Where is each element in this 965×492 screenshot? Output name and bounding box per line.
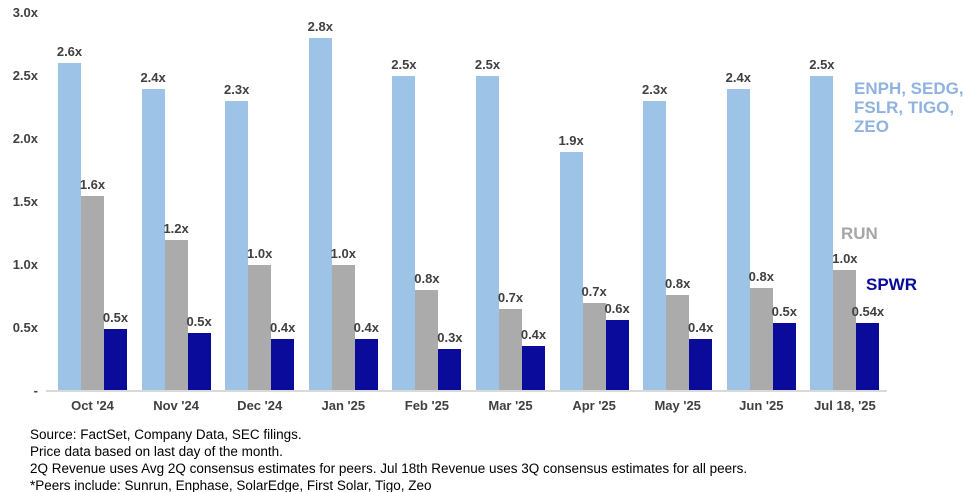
bar — [689, 339, 713, 391]
x-axis-label: Apr '25 — [572, 398, 616, 413]
bar-value-label: 2.6x — [56, 44, 83, 59]
y-axis-tick: 1.5x — [12, 194, 38, 209]
bar-value-label: 1.9x — [558, 133, 584, 148]
bar — [476, 76, 499, 391]
footnote-price-data: Price data based on last day of the mont… — [30, 444, 283, 459]
bar — [833, 270, 857, 391]
x-axis-label: Mar '25 — [488, 398, 533, 413]
bar — [772, 323, 796, 391]
bar — [559, 152, 583, 391]
footnote-peers-list: *Peers include: Sunrun, Enphase, SolarEd… — [30, 478, 432, 492]
bar — [392, 76, 416, 391]
bar-value-label: 0.4x — [520, 327, 547, 342]
footnote-block: Source: FactSet, Company Data, SEC filin… — [30, 426, 747, 492]
bar — [438, 349, 462, 391]
x-axis-label: Nov '24 — [153, 398, 199, 413]
bar — [58, 63, 81, 391]
bar — [605, 320, 629, 391]
bar-value-label: 0.6x — [604, 301, 630, 316]
bar — [104, 329, 127, 391]
bar-value-label: 2.4x — [140, 70, 166, 85]
bar-value-label: 0.5x — [102, 310, 129, 325]
bar — [81, 196, 104, 391]
x-axis-label: Jan '25 — [321, 398, 366, 413]
bar — [810, 76, 834, 391]
bar — [225, 101, 249, 391]
y-axis-tick: 0.5x — [12, 320, 38, 335]
bar — [499, 309, 522, 391]
bar-value-label: 0.7x — [581, 284, 607, 299]
bar-value-label: 0.3x — [437, 330, 463, 345]
bar-value-label: 0.5x — [186, 314, 212, 329]
bar — [856, 323, 880, 391]
bar-value-label: 2.3x — [224, 82, 250, 97]
bar-value-label: 0.8x — [748, 269, 774, 284]
bar-value-label: 2.4x — [725, 70, 751, 85]
x-axis-label: May '25 — [654, 398, 701, 413]
bar — [666, 295, 690, 391]
bar-value-label: 1.2x — [163, 221, 189, 236]
legend-label-run: RUN — [841, 224, 878, 243]
bar-value-label: 0.4x — [688, 320, 714, 335]
x-axis-label: Jul 18, '25 — [814, 398, 876, 413]
bar-value-label: 2.5x — [809, 57, 835, 72]
y-axis-tick: 2.5x — [12, 68, 38, 83]
x-axis-line — [46, 390, 887, 392]
y-axis-tick: 1.0x — [12, 257, 38, 272]
bar — [331, 265, 355, 391]
bar — [164, 240, 188, 391]
footnote-revenue-method: 2Q Revenue uses Avg 2Q consensus estimat… — [30, 461, 748, 476]
bar — [582, 303, 606, 391]
bar-value-label: 0.4x — [353, 320, 379, 335]
bar — [141, 89, 165, 391]
footnote-source: Source: FactSet, Company Data, SEC filin… — [30, 427, 302, 442]
legend-label-peers: ENPH, SEDG, FSLR, TIGO, ZEO — [854, 79, 964, 136]
bar-value-label: 0.4x — [270, 320, 296, 335]
bar — [248, 265, 272, 391]
x-axis-label: Dec '24 — [237, 398, 283, 413]
x-axis-label: Jun '25 — [739, 398, 784, 413]
bar — [749, 288, 773, 391]
bar-value-label: 0.8x — [665, 276, 691, 291]
bar — [522, 346, 545, 391]
bar-value-label: 0.8x — [414, 271, 440, 286]
y-axis-tick: 3.0x — [12, 5, 38, 20]
x-axis-label: Feb '25 — [404, 398, 450, 413]
bar-value-label: 0.5x — [771, 304, 797, 319]
bar — [726, 89, 750, 391]
bar-value-label: 1.0x — [330, 246, 356, 261]
bar — [308, 38, 332, 391]
bar — [643, 101, 667, 391]
bar-value-label: 2.3x — [642, 82, 668, 97]
y-axis-tick: 2.0x — [12, 131, 38, 146]
bar-value-label: 1.0x — [247, 246, 273, 261]
bar-value-label: 2.8x — [307, 19, 333, 34]
legend-label-spwr: SPWR — [866, 275, 917, 294]
bar-value-label: 0.54x — [851, 304, 885, 319]
bar-value-label: 1.6x — [79, 177, 106, 192]
bar-value-label: 1.0x — [832, 251, 858, 266]
bar-value-label: 2.5x — [391, 57, 417, 72]
bar — [354, 339, 378, 391]
bar-value-label: 2.5x — [474, 57, 501, 72]
y-axis-tick: - — [33, 383, 38, 398]
x-axis-label: Oct '24 — [71, 398, 114, 413]
bar — [415, 290, 439, 391]
bar-value-label: 0.7x — [497, 290, 524, 305]
bar — [187, 333, 211, 391]
bar — [271, 339, 295, 391]
